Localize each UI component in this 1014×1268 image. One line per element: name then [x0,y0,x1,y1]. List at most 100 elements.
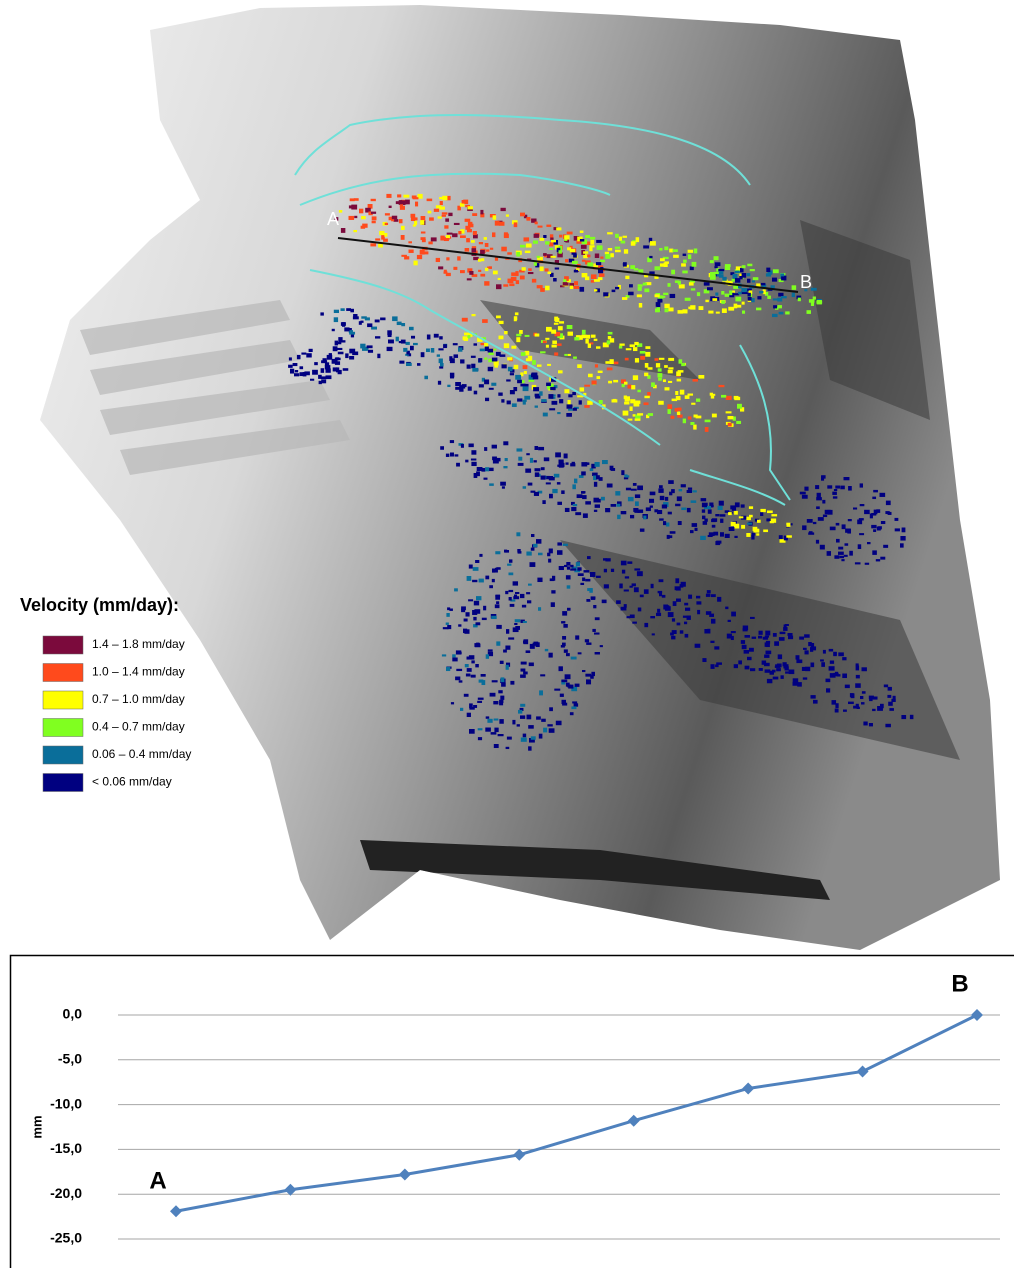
map-point [454,354,459,358]
map-point [585,501,591,504]
map-point [615,247,620,249]
map-point [632,622,637,624]
map-point [604,584,609,588]
map-point [752,280,755,282]
map-point [540,267,544,272]
map-point [640,529,645,532]
map-point [660,496,665,500]
map-point [498,393,502,396]
map-point [781,274,785,277]
map-point [510,604,515,607]
map-point [578,652,582,654]
map-point [439,336,443,339]
map-point [716,312,720,314]
map-point [511,272,516,276]
map-point [662,595,666,598]
map-point [320,312,323,315]
map-point [601,497,605,501]
map-point [539,734,543,739]
map-point [499,719,503,724]
map-point [333,346,338,351]
map-point [459,680,463,682]
map-point [659,485,663,488]
map-point [431,348,434,353]
map-point [688,595,692,599]
map-point [540,288,545,292]
map-point [372,216,377,220]
map-point [471,660,474,663]
map-point [711,619,715,624]
map-point [361,226,365,229]
map-point [387,347,393,351]
map-point [848,519,852,521]
map-point [683,260,687,263]
map-point [460,235,466,238]
map-point [688,488,692,490]
map-point [816,506,820,509]
map-point [607,340,611,344]
map-point [595,504,600,507]
map-point [650,616,655,618]
map-point [503,441,508,445]
map-point [604,569,607,573]
map-point [447,385,450,387]
map-point [541,399,546,402]
map-point [856,666,859,671]
map-point [560,694,564,697]
map-point [640,356,645,360]
map-point [587,588,592,591]
map-point [375,320,380,323]
map-point [655,308,660,312]
legend-swatch [43,664,83,682]
map-point [359,209,363,214]
map-point [400,204,403,207]
map-point [521,738,527,742]
map-point [580,231,584,233]
map-point [692,490,696,492]
map-point [584,570,590,572]
map-point [627,616,631,618]
map-point [555,268,559,270]
map-point [427,199,433,202]
map-point [579,475,584,478]
map-point [605,508,610,512]
map-point [571,706,576,709]
map-point [655,266,661,270]
map-point [777,298,782,302]
map-point [685,634,689,638]
map-point [592,381,597,385]
map-point [472,248,477,252]
map-point [503,466,507,468]
map-point [338,337,342,342]
map-point [475,560,479,563]
map-point [802,525,806,530]
map-point [779,535,783,539]
map-point [445,218,449,221]
map-point [350,309,354,313]
map-point [480,349,485,352]
map-point [536,539,541,544]
map-point [729,290,732,295]
map-point [360,321,363,323]
map-point [471,356,476,358]
map-point [492,579,495,582]
map-point [808,642,812,646]
map-point [474,391,477,395]
map-point [367,323,372,327]
map-point [499,336,504,340]
y-tick-label: -20,0 [50,1185,82,1201]
map-point [805,667,810,671]
map-point [521,669,526,672]
map-point [559,250,562,253]
map-point [436,205,441,208]
map-point [534,234,539,238]
map-point [611,504,616,507]
map-point [478,358,482,362]
map-point [496,316,501,319]
map-point [733,274,738,279]
map-point [670,294,676,298]
y-tick-label: -10,0 [50,1095,82,1111]
map-point [521,662,527,665]
map-point [375,238,380,240]
map-point [557,343,562,346]
